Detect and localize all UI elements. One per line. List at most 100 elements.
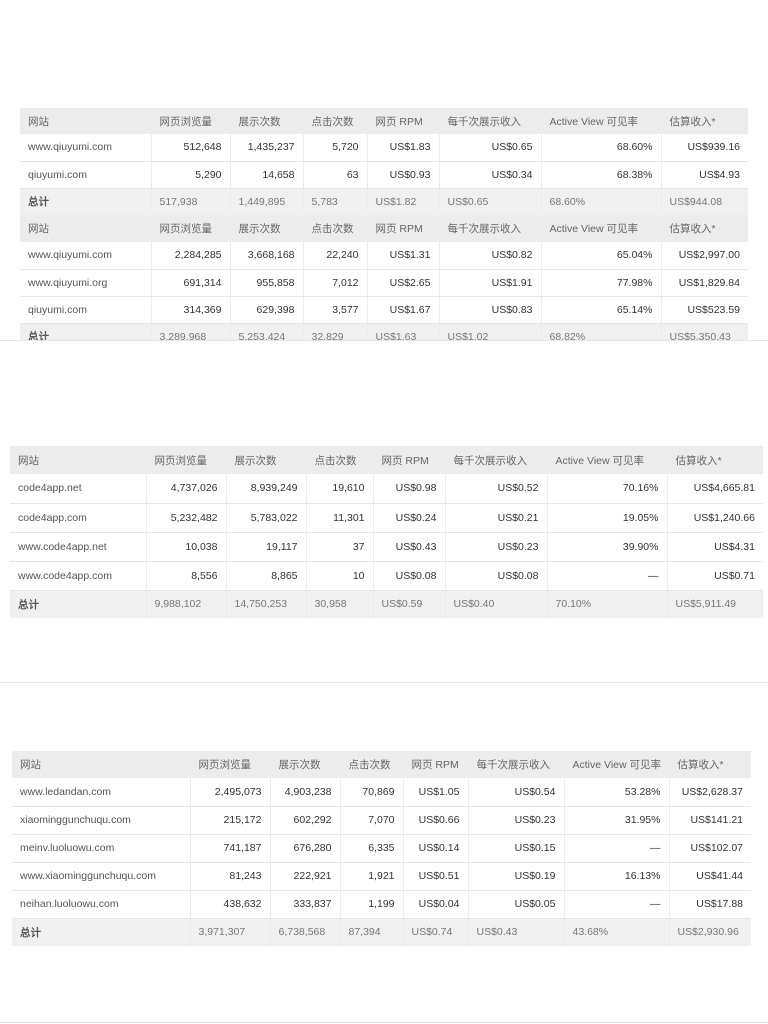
- cell-active-view: 77.98%: [541, 269, 662, 297]
- col-page-rpm: 网页 RPM: [403, 751, 469, 778]
- cell-earnings: US$17.88: [669, 890, 751, 919]
- cell-impressions: 629,398: [230, 296, 304, 324]
- cell-active-view: —: [564, 834, 670, 863]
- cell-clicks: 70,869: [340, 778, 404, 807]
- col-pageviews: 网页浏览量: [151, 108, 231, 134]
- col-impressions: 展示次数: [270, 751, 341, 778]
- col-impression-rpm: 每千次展示收入: [468, 751, 565, 778]
- cell-impression-rpm: US$0.82: [439, 242, 542, 270]
- cell-site: neihan.luoluowu.com: [12, 890, 191, 919]
- cell-site: xiaominggunchuqu.com: [12, 806, 191, 835]
- table-row: xiaominggunchuqu.com 215,172 602,292 7,0…: [12, 806, 751, 835]
- total-impression-rpm: US$0.40: [445, 590, 548, 618]
- cell-clicks: 1,199: [340, 890, 404, 919]
- cell-earnings: US$939.16: [661, 134, 748, 162]
- cell-pageviews: 8,556: [146, 561, 227, 591]
- cell-impressions: 5,783,022: [226, 503, 307, 533]
- table-header: 网站 网页浏览量 展示次数 点击次数 网页 RPM 每千次展示收入 Active…: [10, 446, 763, 474]
- total-clicks: 87,394: [340, 918, 404, 946]
- total-impression-rpm: US$0.43: [468, 918, 565, 946]
- col-pageviews: 网页浏览量: [146, 446, 227, 474]
- cell-impressions: 8,865: [226, 561, 307, 591]
- col-earnings: 估算收入*: [667, 446, 763, 474]
- cell-pageviews: 512,648: [151, 134, 231, 162]
- col-clicks: 点击次数: [306, 446, 374, 474]
- cell-pageviews: 5,232,482: [146, 503, 227, 533]
- cell-impression-rpm: US$0.19: [468, 862, 565, 891]
- col-active-view: Active View 可见率: [564, 751, 670, 778]
- total-impression-rpm: US$1.02: [439, 323, 542, 340]
- cell-impression-rpm: US$0.65: [439, 134, 542, 162]
- cell-clicks: 22,240: [303, 242, 368, 270]
- col-impression-rpm: 每千次展示收入: [445, 446, 548, 474]
- col-earnings: 估算收入*: [669, 751, 751, 778]
- cell-impressions: 1,435,237: [230, 134, 304, 162]
- table-row: www.code4app.net 10,038 19,117 37 US$0.4…: [10, 532, 763, 562]
- cell-earnings: US$141.21: [669, 806, 751, 835]
- cell-earnings: US$523.59: [661, 296, 748, 324]
- cell-clicks: 37: [306, 532, 374, 562]
- cell-clicks: 10: [306, 561, 374, 591]
- table-row: www.qiuyumi.org 691,314 955,858 7,012 US…: [20, 269, 748, 297]
- cell-page-rpm: US$0.66: [403, 806, 469, 835]
- cell-active-view: 65.04%: [541, 242, 662, 270]
- cell-page-rpm: US$0.93: [367, 161, 440, 189]
- table-row: www.xiaominggunchuqu.com 81,243 222,921 …: [12, 862, 751, 891]
- col-impressions: 展示次数: [230, 215, 304, 242]
- total-active-view: 43.68%: [564, 918, 670, 946]
- table-header: 网站 网页浏览量 展示次数 点击次数 网页 RPM 每千次展示收入 Active…: [12, 751, 751, 778]
- cell-impressions: 222,921: [270, 862, 341, 891]
- col-active-view: Active View 可见率: [541, 215, 662, 242]
- table-header: 网站 网页浏览量 展示次数 点击次数 网页 RPM 每千次展示收入 Active…: [20, 108, 748, 134]
- divider: [0, 682, 768, 683]
- cell-earnings: US$2,997.00: [661, 242, 748, 270]
- col-site: 网站: [20, 215, 152, 242]
- cell-earnings: US$4.31: [667, 532, 763, 562]
- report-panel-ledandan: 网站 网页浏览量 展示次数 点击次数 网页 RPM 每千次展示收入 Active…: [12, 751, 751, 946]
- cell-site: meinv.luoluowu.com: [12, 834, 191, 863]
- total-row: 总计 517,938 1,449,895 5,783 US$1.82 US$0.…: [20, 188, 748, 215]
- total-earnings: US$5,911.49: [667, 590, 763, 618]
- cell-clicks: 63: [303, 161, 368, 189]
- cell-impressions: 955,858: [230, 269, 304, 297]
- total-page-rpm: US$1.82: [367, 188, 440, 215]
- cell-active-view: 70.16%: [547, 474, 668, 504]
- cell-pageviews: 691,314: [151, 269, 231, 297]
- total-label: 总计: [20, 188, 152, 215]
- col-clicks: 点击次数: [303, 215, 368, 242]
- cell-earnings: US$102.07: [669, 834, 751, 863]
- cell-active-view: —: [547, 561, 668, 591]
- total-label: 总计: [12, 918, 191, 946]
- table-row: code4app.com 5,232,482 5,783,022 11,301 …: [10, 503, 763, 533]
- cell-page-rpm: US$1.67: [367, 296, 440, 324]
- total-earnings: US$2,930.96: [669, 918, 751, 946]
- total-impression-rpm: US$0.65: [439, 188, 542, 215]
- report-panel-code4app: 网站 网页浏览量 展示次数 点击次数 网页 RPM 每千次展示收入 Active…: [10, 446, 763, 618]
- cell-impression-rpm: US$0.83: [439, 296, 542, 324]
- table-row: www.ledandan.com 2,495,073 4,903,238 70,…: [12, 778, 751, 807]
- total-clicks: 32,829: [303, 323, 368, 340]
- total-page-rpm: US$0.74: [403, 918, 469, 946]
- col-impressions: 展示次数: [230, 108, 304, 134]
- cell-page-rpm: US$0.98: [373, 474, 446, 504]
- table-row: qiuyumi.com 5,290 14,658 63 US$0.93 US$0…: [20, 161, 748, 189]
- cell-site: www.xiaominggunchuqu.com: [12, 862, 191, 891]
- cell-page-rpm: US$0.08: [373, 561, 446, 591]
- cell-impression-rpm: US$0.23: [468, 806, 565, 835]
- cell-page-rpm: US$0.51: [403, 862, 469, 891]
- total-earnings: US$5,350.43: [661, 323, 748, 340]
- table-row: neihan.luoluowu.com 438,632 333,837 1,19…: [12, 890, 751, 919]
- cell-impressions: 333,837: [270, 890, 341, 919]
- col-page-rpm: 网页 RPM: [367, 108, 440, 134]
- cell-site: www.code4app.net: [10, 532, 147, 562]
- cell-active-view: 16.13%: [564, 862, 670, 891]
- col-site: 网站: [20, 108, 152, 134]
- report-panel-qiuyumi: 网站 网页浏览量 展示次数 点击次数 网页 RPM 每千次展示收入 Active…: [20, 108, 748, 340]
- total-clicks: 30,958: [306, 590, 374, 618]
- total-pageviews: 3,289,968: [151, 323, 231, 340]
- cell-clicks: 1,921: [340, 862, 404, 891]
- total-active-view: 70.10%: [547, 590, 668, 618]
- cell-site: code4app.com: [10, 503, 147, 533]
- cell-site: www.qiuyumi.com: [20, 134, 152, 162]
- col-page-rpm: 网页 RPM: [373, 446, 446, 474]
